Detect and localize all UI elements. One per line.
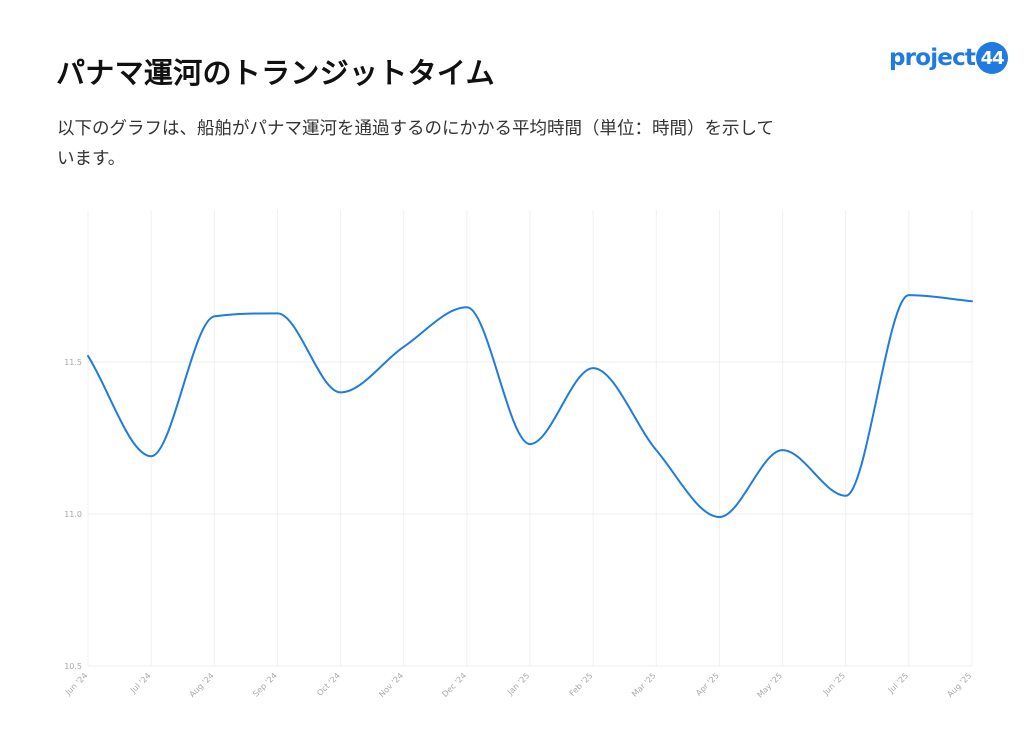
y-tick-label: 11.5 <box>64 358 82 367</box>
x-tick-label: Mar '25 <box>630 671 658 699</box>
y-tick-label: 10.5 <box>64 662 82 671</box>
x-tick-label: Aug '25 <box>945 671 973 699</box>
x-tick-label: Jul '25 <box>886 671 910 695</box>
x-tick-label: Dec '24 <box>440 671 468 699</box>
x-tick-label: Apr '25 <box>694 671 721 698</box>
x-tick-label: May '25 <box>755 671 784 700</box>
x-tick-label: Jan '25 <box>505 671 531 697</box>
chart-grid <box>87 210 973 667</box>
chart-series <box>87 294 973 519</box>
x-tick-label: Aug '24 <box>188 671 216 699</box>
x-tick-label: Sep '24 <box>251 671 279 699</box>
logo-text: project <box>889 45 976 71</box>
logo-badge: 44 <box>976 42 1009 74</box>
chart-ticks: 10.5 11.0 11.5 Jun '24 Jul '24 Aug '24 Sep '24… <box>63 358 973 700</box>
x-tick-label: Feb '25 <box>568 671 595 698</box>
x-tick-label: Nov '24 <box>377 671 405 699</box>
x-tick-label: Oct '24 <box>315 671 342 698</box>
page-title: パナマ運河のトランジットタイム <box>56 56 495 90</box>
page-subtitle: 以下のグラフは、船舶がパナマ運河を通過するのにかかる平均時間（単位：時間）を示し… <box>57 119 774 169</box>
x-tick-label: Jul '24 <box>128 671 152 695</box>
x-tick-label: Jun '25 <box>821 671 847 697</box>
x-tick-label: Jun '24 <box>63 671 89 697</box>
y-tick-label: 11.0 <box>64 510 82 519</box>
project44-logo: project 44 <box>889 40 1009 76</box>
series-line <box>87 294 973 519</box>
